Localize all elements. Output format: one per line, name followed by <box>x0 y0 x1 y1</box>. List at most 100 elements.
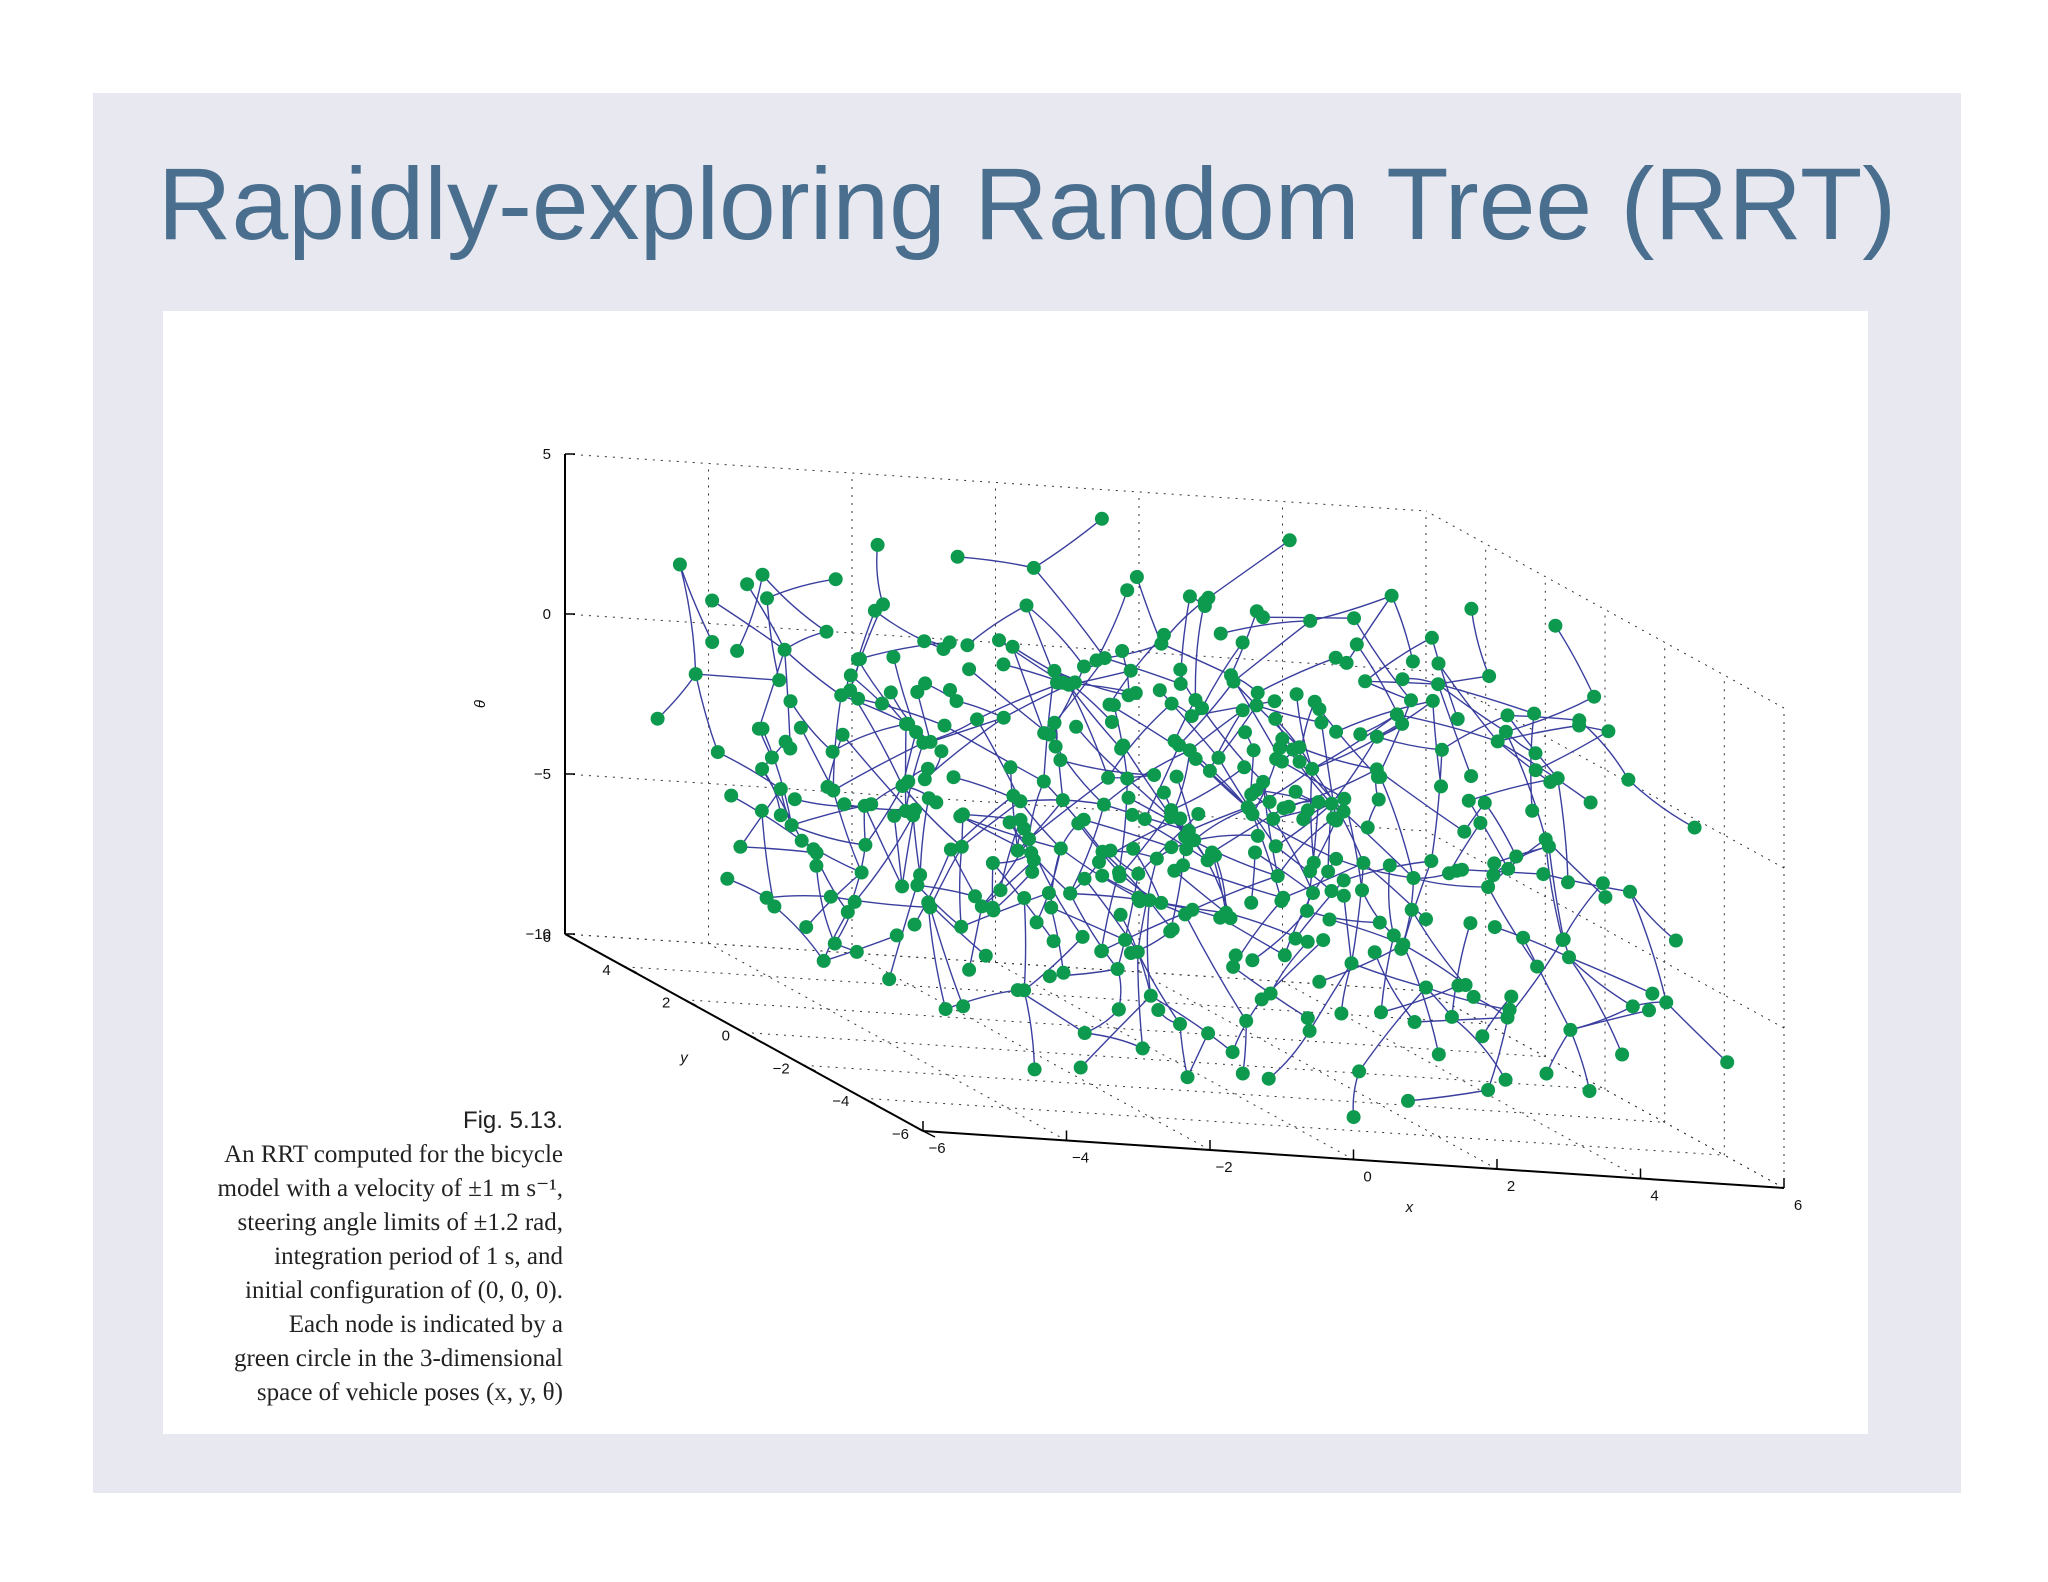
tree-node <box>1349 637 1364 652</box>
tree-node <box>809 845 824 860</box>
tree-edge <box>1568 956 1634 1007</box>
tree-edge <box>1343 811 1414 879</box>
tree-edge <box>876 544 884 605</box>
tree-node <box>1131 866 1146 881</box>
tree-node <box>1300 934 1315 949</box>
tree-edge <box>854 815 914 903</box>
tree-edge <box>1432 700 1442 787</box>
tree-node <box>1500 708 1515 723</box>
tree-edge <box>679 564 697 675</box>
tree-node <box>1024 845 1039 860</box>
tree-node <box>943 683 957 697</box>
tree-node <box>772 673 787 688</box>
tree-node <box>724 788 739 803</box>
tree-node <box>1179 842 1194 857</box>
tree-node <box>783 694 798 709</box>
tree-node <box>710 745 725 760</box>
x-tick-label: −4 <box>1072 1150 1089 1167</box>
tree-node <box>1404 902 1419 917</box>
tree-node <box>1213 910 1228 925</box>
tree-node <box>1530 959 1545 974</box>
tree-node <box>1346 1110 1361 1125</box>
tree-node <box>1089 653 1104 668</box>
tree-edge <box>1159 689 1220 759</box>
tree-edge <box>857 641 950 660</box>
tree-node <box>1329 851 1344 866</box>
tree-node <box>1103 843 1118 858</box>
tree-node <box>1237 760 1252 775</box>
tree-edge <box>1411 909 1467 986</box>
tree-node <box>970 712 984 727</box>
tree-node <box>1457 824 1472 839</box>
tree-edge <box>1083 819 1172 848</box>
tree-node <box>920 761 935 776</box>
tree-node <box>1367 945 1382 960</box>
tree-edge <box>736 574 764 652</box>
tree-node <box>992 633 1006 648</box>
tree-node <box>1019 598 1034 613</box>
tree-node <box>867 603 882 618</box>
tree-node <box>1149 851 1164 866</box>
tree-edge <box>1118 778 1128 873</box>
tree-node <box>1486 868 1501 882</box>
tree-edge <box>1179 1023 1189 1078</box>
tree-edge <box>1069 892 1119 970</box>
tree-node <box>908 802 922 817</box>
tree-node <box>1213 626 1228 641</box>
tree-node <box>1431 677 1446 692</box>
tree-edge <box>944 724 1045 783</box>
tree-node <box>847 894 862 909</box>
tree-edge <box>1033 518 1103 569</box>
tree-node <box>1561 875 1575 890</box>
tree-node <box>1598 890 1613 905</box>
tree-edge <box>1548 846 1565 940</box>
tree-node <box>1228 948 1243 963</box>
tree-node <box>1516 930 1531 945</box>
tree-edge <box>960 892 1050 928</box>
tree-edge <box>1487 886 1538 967</box>
tree-node <box>1010 983 1025 998</box>
tree-node <box>1371 792 1386 807</box>
tree-node <box>1406 871 1421 885</box>
tree-node <box>901 716 916 731</box>
tree-edge <box>1543 873 1631 893</box>
tree-node <box>1096 797 1111 812</box>
tree-node <box>1455 862 1469 877</box>
grid-lines <box>564 453 1785 1189</box>
tree-node <box>1404 693 1418 708</box>
tree-node <box>764 750 779 765</box>
tree-node <box>740 577 755 592</box>
caption-line: Each node is indicated by a <box>288 1311 563 1338</box>
tree-node <box>1046 934 1061 949</box>
tree-node <box>1369 729 1384 744</box>
tree-node <box>1263 986 1278 1001</box>
tree-node <box>1659 995 1674 1010</box>
tree-edge <box>1484 802 1517 857</box>
tree-node <box>1022 832 1036 847</box>
tree-node <box>1353 727 1368 742</box>
tree-node <box>819 624 834 639</box>
tree-node <box>1172 738 1187 753</box>
tree-node <box>834 688 849 703</box>
tree-node <box>1302 1023 1317 1038</box>
tree-node <box>1250 685 1265 700</box>
tree-node <box>1582 1084 1597 1098</box>
tree-node <box>1135 1041 1150 1056</box>
tree-node <box>1026 560 1041 575</box>
tree-node <box>1053 841 1068 856</box>
tree-node <box>1211 750 1226 765</box>
y-tick-label: 6 <box>543 929 551 946</box>
tree-edge <box>968 906 983 970</box>
tree-edge <box>832 790 863 873</box>
tree-node <box>820 779 835 794</box>
x-axis-title: x <box>1405 1199 1414 1216</box>
tree-node <box>730 643 745 658</box>
tree-edge <box>1257 657 1336 694</box>
tree-node <box>1288 931 1303 946</box>
tree-node <box>1069 719 1084 734</box>
tree-node <box>949 694 964 709</box>
tree-node <box>1104 715 1119 729</box>
tree-edge <box>1497 724 1580 743</box>
tree-edge <box>1437 683 1472 777</box>
tree-node <box>1094 511 1109 526</box>
